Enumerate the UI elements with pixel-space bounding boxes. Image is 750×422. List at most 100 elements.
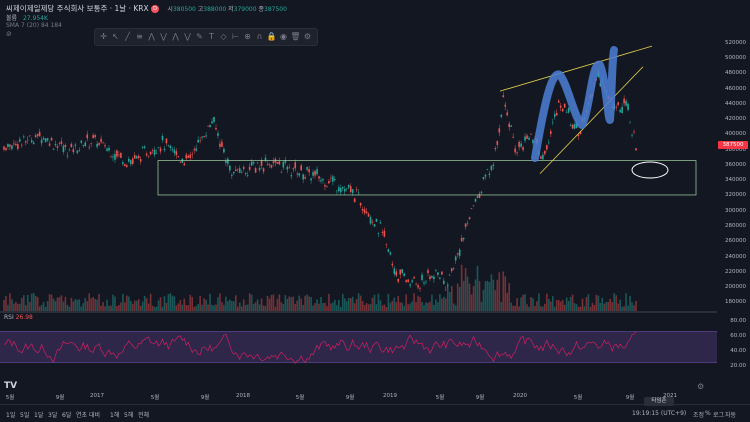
- candle-body: [128, 158, 130, 162]
- trendline-icon[interactable]: ╱: [125, 32, 130, 41]
- candle-body: [502, 95, 505, 98]
- brush-annotation[interactable]: [531, 46, 618, 162]
- volume-bar: [248, 293, 251, 311]
- range-button[interactable]: 3달: [48, 412, 58, 419]
- pattern4-icon[interactable]: ⋁: [184, 32, 191, 41]
- candle-body: [252, 162, 255, 164]
- volume-bar: [50, 294, 53, 311]
- settings-gear-icon[interactable]: ⚙: [697, 382, 705, 391]
- candle-body: [555, 112, 558, 116]
- volume-bar: [417, 295, 419, 311]
- rsi-legend[interactable]: RSI 26.98: [4, 314, 33, 321]
- scale-toggle[interactable]: 자동: [725, 412, 737, 419]
- volume-bar: [488, 281, 491, 311]
- price-chart[interactable]: [0, 40, 717, 311]
- symbol-name[interactable]: 씨제이제일제당 주식회사 보통주 · 1날 · KRX: [6, 4, 149, 13]
- volume-bar: [120, 302, 122, 311]
- candle-body: [102, 142, 104, 144]
- support-zone-box[interactable]: [157, 160, 697, 196]
- crosshair-icon[interactable]: ✛: [100, 32, 107, 41]
- candle-body: [300, 165, 302, 171]
- time-tick-label: 9월: [55, 395, 65, 401]
- volume-bar: [330, 303, 332, 311]
- time-axis[interactable]: 5월 9월 2017 5월 9월 2018 5월 9월 2019 5월 9월 2020 5월 9월 2021: [0, 392, 717, 404]
- candle-body: [120, 153, 122, 158]
- upper-trendline[interactable]: [499, 45, 653, 92]
- volume-bar: [211, 304, 213, 311]
- trash-icon[interactable]: 🗑: [290, 32, 301, 41]
- scale-toggle[interactable]: 조정: [693, 412, 705, 419]
- text-icon[interactable]: T: [209, 32, 214, 41]
- volume-bar: [231, 301, 233, 311]
- volume-legend[interactable]: 볼륨 27.954K: [6, 13, 52, 22]
- candle-body: [597, 71, 600, 77]
- range-button[interactable]: 연초 대비: [76, 412, 100, 419]
- rsi-tick-label: 80.00: [730, 318, 746, 324]
- brush-icon[interactable]: ✎: [196, 32, 203, 41]
- volume-bar: [217, 297, 219, 311]
- price-axis[interactable]: 520000 500000 480000 460000 440000 420000 4000…: [717, 0, 750, 312]
- candle-body: [415, 284, 417, 286]
- range-button[interactable]: 6달: [62, 412, 72, 419]
- scale-toggle[interactable]: 로그: [713, 412, 725, 419]
- candle-body: [256, 162, 259, 163]
- candle-body: [401, 269, 404, 273]
- pattern-icon[interactable]: ⋀: [148, 32, 155, 41]
- candle-body: [343, 188, 346, 192]
- range-button[interactable]: 5일: [20, 412, 30, 419]
- candle-body: [54, 144, 57, 146]
- volume-bar: [70, 297, 73, 311]
- candle-body: [304, 177, 306, 179]
- range-button[interactable]: 1일: [6, 412, 16, 419]
- volume-bar: [258, 304, 261, 311]
- rsi-pane[interactable]: [0, 316, 717, 378]
- volume-bar: [427, 302, 429, 311]
- fib-icon[interactable]: ≡: [136, 32, 143, 41]
- lock-icon[interactable]: 🔒: [266, 32, 277, 41]
- shape-icon[interactable]: ◇: [220, 32, 227, 41]
- range-button[interactable]: 전체: [138, 412, 150, 419]
- sma-legend[interactable]: SMA 7 (20) 84 184: [6, 22, 66, 29]
- candle-body: [238, 168, 241, 173]
- pattern2-icon[interactable]: ⋁: [160, 32, 167, 41]
- candle-body: [143, 146, 146, 148]
- candle-body: [86, 134, 89, 139]
- eye-icon[interactable]: ◉: [280, 32, 287, 41]
- ruler-icon[interactable]: ⊢: [232, 32, 239, 41]
- scale-toggle[interactable]: %: [705, 410, 711, 417]
- circle-annotation[interactable]: [631, 161, 669, 179]
- volume-bar: [367, 304, 370, 311]
- symbol-title[interactable]: 씨제이제일제당 주식회사 보통주 · 1날 · KRX D 시380500 고3…: [6, 3, 287, 14]
- candle-body: [280, 172, 283, 173]
- candle-body: [623, 98, 625, 104]
- zoom-icon[interactable]: ⊕: [244, 32, 251, 41]
- timezone-button[interactable]: 타임존: [644, 397, 674, 406]
- candle-body: [579, 132, 582, 135]
- lower-trendline[interactable]: [539, 66, 644, 174]
- candle-body: [544, 150, 546, 154]
- range-button[interactable]: 5해: [124, 412, 134, 419]
- volume-bar: [565, 297, 568, 311]
- range-button[interactable]: 1달: [34, 412, 44, 419]
- pane-divider[interactable]: [0, 311, 717, 313]
- rsi-axis[interactable]: 80.00 60.00 40.00 20.00: [717, 316, 750, 378]
- volume-bar: [112, 294, 114, 311]
- candle-body: [341, 187, 344, 189]
- candle-body: [553, 114, 556, 117]
- volume-bar: [419, 297, 421, 311]
- candle-body: [417, 285, 419, 288]
- time-tick-label: 9월: [345, 395, 355, 401]
- magnet-icon[interactable]: ∩: [256, 32, 263, 41]
- volume-bar: [577, 306, 580, 311]
- candle-body: [476, 196, 479, 198]
- eye-off-icon[interactable]: ⊘: [6, 30, 12, 38]
- clock-readout[interactable]: 19:19:15 (UTC+9): [632, 410, 687, 417]
- range-button[interactable]: 1해: [110, 412, 120, 419]
- candle-body: [244, 173, 247, 174]
- volume-bar: [58, 297, 61, 311]
- pattern3-icon[interactable]: ⋀: [172, 32, 179, 41]
- cursor-icon[interactable]: ↖: [112, 32, 119, 41]
- settings-icon[interactable]: ⚙: [303, 32, 312, 41]
- rsi-label: RSI: [4, 314, 14, 321]
- volume-bar: [357, 293, 360, 311]
